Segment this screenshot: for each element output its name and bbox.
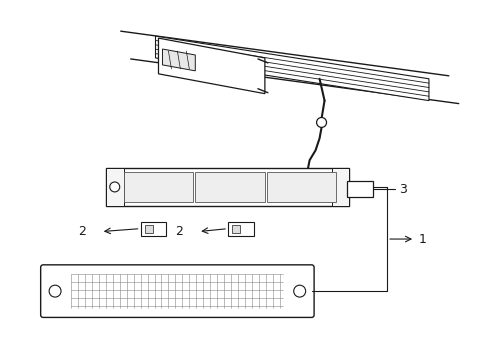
- Bar: [141, 222, 166, 235]
- Circle shape: [109, 182, 120, 192]
- Text: 2: 2: [175, 225, 183, 238]
- Bar: [105, 168, 349, 206]
- Bar: [144, 225, 152, 233]
- Bar: [331, 168, 349, 206]
- Polygon shape: [158, 38, 264, 94]
- Bar: [105, 168, 123, 206]
- Circle shape: [49, 285, 61, 297]
- Bar: [195, 172, 264, 202]
- Bar: [266, 172, 336, 202]
- Circle shape: [293, 285, 305, 297]
- Bar: [227, 222, 253, 235]
- Polygon shape: [155, 36, 428, 100]
- FancyBboxPatch shape: [41, 265, 313, 318]
- Polygon shape: [162, 49, 195, 71]
- Circle shape: [316, 117, 326, 127]
- Bar: [232, 225, 240, 233]
- Text: 1: 1: [418, 233, 426, 246]
- Bar: [346, 181, 372, 197]
- Bar: [123, 172, 193, 202]
- Text: 3: 3: [398, 184, 406, 197]
- Text: 2: 2: [78, 225, 86, 238]
